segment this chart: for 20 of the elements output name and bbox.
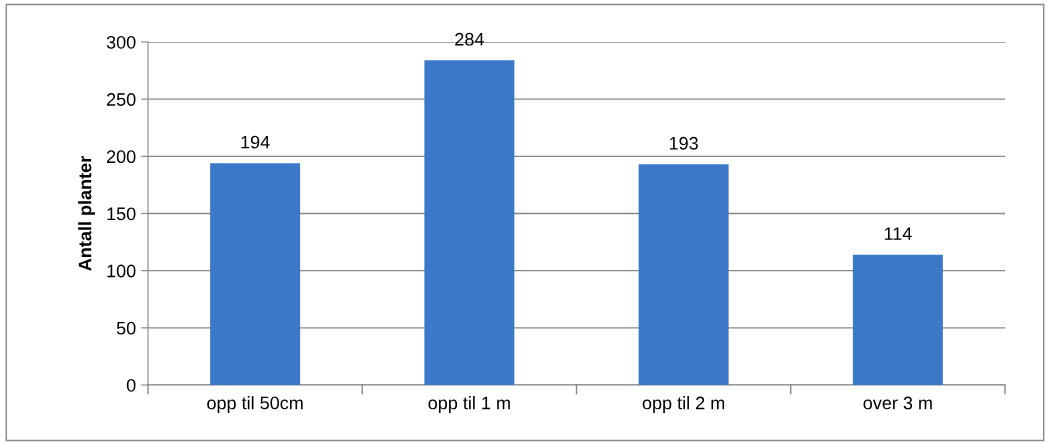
data-label: 194 <box>241 135 270 149</box>
data-label: 193 <box>669 136 698 150</box>
x-tick-label: over 3 m <box>863 396 932 410</box>
bar <box>852 254 943 385</box>
x-tick-label: opp til 50cm <box>207 396 303 413</box>
y-tick-label: 150 <box>107 207 136 221</box>
y-tick-label: 300 <box>106 35 136 49</box>
data-label: 284 <box>455 32 484 46</box>
x-tick-label: opp til 1 m <box>428 396 510 413</box>
x-tick-label: opp til 2 m <box>642 396 725 413</box>
bar <box>424 60 515 385</box>
y-tick-label: 200 <box>106 150 136 164</box>
bar <box>210 163 301 385</box>
data-label: 114 <box>884 227 912 240</box>
y-tick-label: 0 <box>126 378 136 392</box>
y-tick-label: 250 <box>106 93 136 106</box>
bar <box>638 164 729 385</box>
y-axis-title: Antall planter <box>78 156 95 271</box>
y-tick-label: 100 <box>107 264 136 278</box>
y-tick-label: 50 <box>116 321 136 335</box>
